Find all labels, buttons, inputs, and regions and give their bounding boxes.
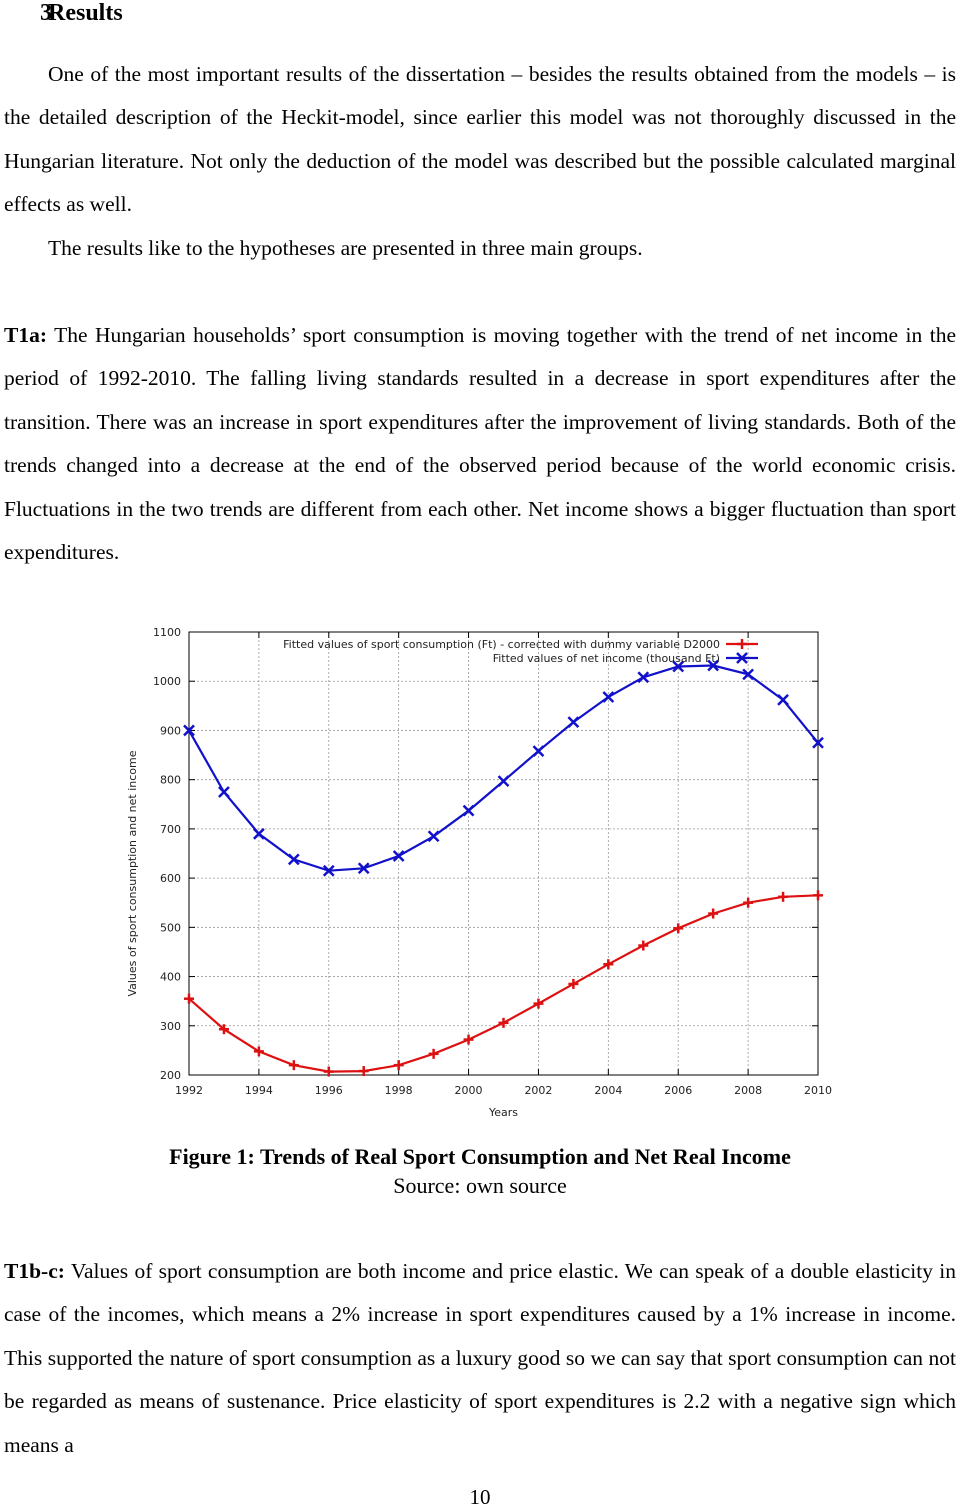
data-point bbox=[742, 668, 754, 681]
data-point bbox=[462, 804, 475, 817]
data-point bbox=[533, 998, 544, 1009]
paragraph-groups: The results like to the hypotheses are p… bbox=[48, 236, 643, 260]
data-point bbox=[253, 1046, 264, 1057]
legend-label-2: Fitted values of net income (thousand Ft… bbox=[493, 652, 720, 665]
y-tick-label: 600 bbox=[160, 872, 181, 885]
legend-marker bbox=[737, 639, 747, 649]
data-point bbox=[707, 659, 720, 672]
figure-caption: Figure 1: Trends of Real Sport Consumpti… bbox=[169, 1144, 791, 1169]
data-point bbox=[708, 908, 719, 919]
data-point bbox=[497, 775, 510, 788]
data-point bbox=[498, 1017, 509, 1028]
data-point bbox=[392, 850, 405, 862]
y-tick-label: 700 bbox=[160, 823, 181, 836]
data-point bbox=[673, 923, 684, 934]
x-axis-label: Years bbox=[488, 1106, 518, 1119]
data-point bbox=[287, 853, 300, 866]
y-tick-label: 500 bbox=[160, 921, 181, 934]
series-line-1 bbox=[188, 894, 819, 1073]
paragraph-t1a-text: The Hungarian households’ sport consumpt… bbox=[4, 323, 956, 565]
data-point bbox=[778, 891, 789, 902]
data-point bbox=[184, 993, 194, 1004]
y-axis-label: Values of sport consumption and net inco… bbox=[126, 750, 139, 996]
chart-legend: Fitted values of sport consumption (Ft) … bbox=[283, 638, 758, 665]
page-number: 10 bbox=[469, 1485, 491, 1509]
data-point bbox=[743, 897, 754, 908]
data-point bbox=[393, 1060, 404, 1071]
line-chart: 200 300 400 500 600 700 800 900 1000 1100 1992 1994… bbox=[126, 626, 832, 1119]
data-point bbox=[672, 660, 685, 673]
x-tick-label: 2004 bbox=[594, 1084, 622, 1097]
data-point bbox=[428, 1048, 439, 1059]
y-tick-label: 400 bbox=[160, 971, 181, 984]
data-point bbox=[532, 745, 545, 758]
data-point bbox=[358, 1066, 369, 1077]
x-tick-label: 2000 bbox=[455, 1084, 483, 1097]
legend-label-1: Fitted values of sport consumption (Ft) … bbox=[283, 638, 720, 651]
data-point bbox=[567, 716, 580, 728]
x-tick-label: 1992 bbox=[175, 1084, 203, 1097]
data-point bbox=[322, 864, 335, 877]
figure-source: Source: own source bbox=[393, 1173, 567, 1198]
data-point bbox=[323, 1066, 334, 1077]
data-point bbox=[568, 978, 579, 989]
y-tick-label: 900 bbox=[160, 724, 181, 737]
hypothesis-label-t1bc: T1b-c: bbox=[4, 1259, 65, 1283]
x-tick-label: 2010 bbox=[804, 1084, 832, 1097]
y-tick-label: 200 bbox=[160, 1069, 181, 1082]
data-point bbox=[777, 694, 789, 706]
paragraph-t1a: T1a: The Hungarian households’ sport con… bbox=[4, 314, 956, 574]
data-point bbox=[813, 890, 823, 901]
data-point bbox=[603, 959, 614, 970]
series-line-2 bbox=[188, 664, 819, 872]
y-tick-label: 800 bbox=[160, 774, 181, 787]
legend-marker bbox=[736, 652, 748, 664]
data-point bbox=[602, 691, 615, 703]
data-point bbox=[427, 830, 440, 843]
x-tick-label: 2002 bbox=[524, 1084, 552, 1097]
data-point bbox=[812, 736, 824, 749]
x-tick-label: 2008 bbox=[734, 1084, 762, 1097]
y-tick-label: 1100 bbox=[153, 626, 181, 639]
paragraph-t1bc: T1b-c: Values of sport consumption are b… bbox=[4, 1250, 956, 1467]
section-number: 3 bbox=[40, 0, 52, 26]
data-point bbox=[637, 671, 650, 684]
x-tick-label: 1994 bbox=[245, 1084, 273, 1097]
y-tick-label: 1000 bbox=[153, 675, 181, 688]
chart-ticks: 200 300 400 500 600 700 800 900 1000 1100 1992 1994… bbox=[153, 626, 832, 1097]
x-tick-label: 1996 bbox=[315, 1084, 343, 1097]
data-point bbox=[218, 1024, 229, 1035]
chart-series bbox=[183, 659, 824, 1077]
paragraph-intro: One of the most important results of the… bbox=[4, 62, 956, 217]
figure-chart: 200 300 400 500 600 700 800 900 1000 1100 1992 1994… bbox=[0, 610, 960, 1130]
data-point bbox=[463, 1034, 474, 1045]
x-tick-label: 2006 bbox=[664, 1084, 692, 1097]
data-point bbox=[183, 724, 195, 737]
data-point bbox=[253, 827, 265, 840]
chart-grid bbox=[188, 631, 819, 1076]
plot-frame bbox=[188, 631, 819, 1076]
y-tick-label: 300 bbox=[160, 1020, 181, 1033]
data-point bbox=[218, 786, 230, 798]
paragraph-t1bc-text: Values of sport consumption are both inc… bbox=[4, 1259, 956, 1457]
section-title: Results bbox=[48, 0, 123, 26]
data-point bbox=[288, 1060, 299, 1071]
data-point bbox=[357, 862, 370, 875]
data-point bbox=[638, 940, 649, 951]
section-heading: 3Results bbox=[0, 0, 123, 26]
hypothesis-label-t1a: T1a: bbox=[4, 323, 47, 347]
x-tick-label: 1998 bbox=[385, 1084, 413, 1097]
